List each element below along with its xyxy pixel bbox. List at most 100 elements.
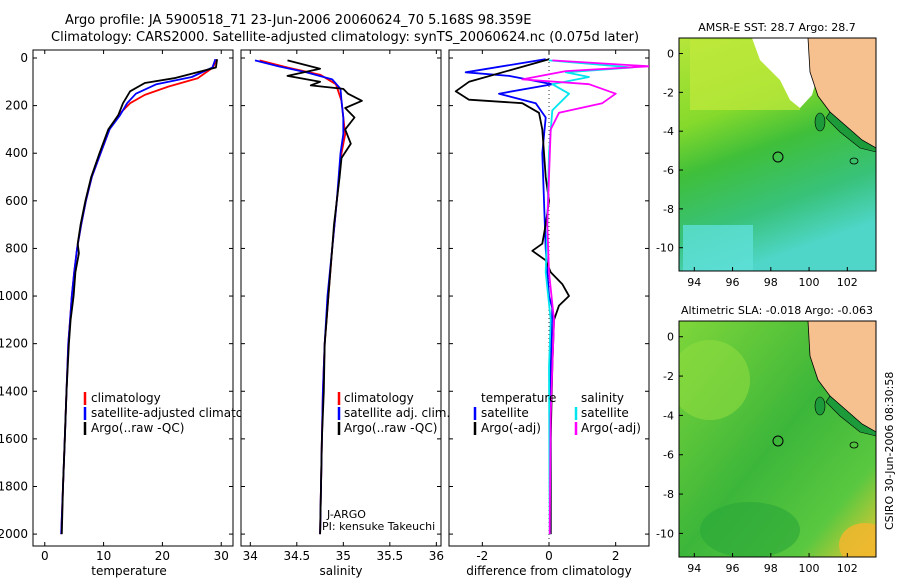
map-x-tick-label: 98 [764, 562, 778, 575]
x-tick-label: 36 [429, 549, 444, 563]
sla-map: Altimetric SLA: -0.018 Argo: -0.063 94 96… [656, 304, 877, 575]
map-x-tick-label: 94 [687, 562, 701, 575]
sla-high-anomaly [679, 340, 750, 420]
temperature-panel: 0 200 400 600 800 1000 1200 1400 1600 1800 2000 0 1… [0, 49, 269, 578]
x-tick-label: 35.5 [376, 549, 403, 563]
map-x-tick-label: 94 [687, 276, 701, 289]
sla-shelf [825, 395, 876, 437]
difference-y-ticks [449, 57, 649, 535]
y-tick-label: 1400 [0, 384, 28, 398]
map-x-tick-label: 102 [837, 562, 858, 575]
legend-label-climatology: climatology [91, 391, 161, 405]
temperature-frame [32, 49, 234, 547]
series-line-argo-raw-qc- [60, 59, 218, 535]
header-line2: Climatology: CARS2000. Satellite-adjuste… [51, 30, 639, 45]
salinity-xlabel: salinity [319, 564, 362, 578]
sst-island [814, 112, 826, 132]
legend-title-salinity: salinity [581, 391, 624, 405]
legend-label-argo: Argo(..raw -QC) [344, 421, 437, 435]
y-tick-label: 2000 [0, 527, 28, 541]
map-y-tick-label: -10 [656, 527, 674, 540]
legend-label-climatology: climatology [344, 391, 414, 405]
map-x-tick-label: 96 [726, 276, 740, 289]
x-tick-label: 30 [214, 549, 229, 563]
x-tick-label: 20 [155, 549, 170, 563]
temperature-lines [60, 58, 218, 535]
map-y-tick-label: -4 [663, 409, 674, 422]
series-line-argo-raw-qc- [286, 59, 363, 535]
y-tick-label: 1800 [0, 479, 28, 493]
sla-island [814, 396, 826, 416]
difference-lines [454, 50, 649, 546]
legend-title-temperature: temperature [481, 391, 556, 405]
sla-low-anomaly [700, 502, 800, 557]
salinity-legend: climatology satellite adj. clim. Argo(..… [337, 391, 450, 435]
x-tick-label: -2 [476, 549, 488, 563]
sla-warm-corner [839, 523, 876, 557]
legend-label-sal-satellite: satellite [581, 406, 629, 420]
map-y-tick-label: -8 [663, 488, 674, 501]
map-y-tick-label: -4 [663, 125, 674, 138]
map-x-tick-label: 102 [837, 276, 858, 289]
x-tick-label: 0 [41, 549, 49, 563]
difference-xlabel: difference from climatology [466, 564, 632, 578]
x-tick-label: 34.5 [283, 549, 310, 563]
legend-label-satellite: satellite-adjusted climatology [91, 406, 269, 420]
series-line-salinity-satellite [544, 59, 634, 535]
legend-label-temp-argo: Argo(-adj) [481, 421, 541, 435]
temperature-y-ticks: 0 200 400 600 800 1000 1200 1400 1600 1800 2000 [0, 51, 233, 541]
sst-float-marker [772, 151, 784, 163]
difference-legend: temperature satellite Argo(-adj) salinit… [473, 391, 641, 435]
x-tick-label: 0 [545, 549, 553, 563]
legend-label-sal-argo: Argo(-adj) [581, 421, 641, 435]
series-line-temperature-argo-adj- [454, 58, 570, 535]
difference-panel: -2 0 2 difference from climatology tempera… [448, 49, 650, 578]
sla-float-marker [772, 435, 784, 447]
x-tick-label: 35 [336, 549, 351, 563]
map-y-tick-label: -8 [663, 203, 674, 216]
legend-label-satellite: satellite adj. clim. [344, 406, 450, 420]
y-tick-label: 0 [20, 51, 28, 65]
sla-map-title: Altimetric SLA: -0.018 Argo: -0.063 [681, 304, 873, 317]
y-tick-label: 1600 [0, 432, 28, 446]
map-y-tick-label: -6 [663, 449, 674, 462]
salinity-annotation-program: J-ARGO [326, 508, 366, 521]
temperature-x-ticks: 0 10 20 30 [41, 50, 229, 563]
y-tick-label: 600 [5, 194, 28, 208]
salinity-lines [254, 59, 363, 535]
salinity-frame [240, 49, 442, 547]
salinity-annotation-pi: PI: kensuke Takeuchi [322, 520, 435, 533]
map-y-tick-label: -2 [663, 370, 674, 383]
series-line-salinity-argo-adj- [521, 59, 649, 535]
legend-label-argo: Argo(..raw -QC) [91, 421, 184, 435]
header-line1: Argo profile: JA 5900518_71 23-Jun-2006 … [65, 13, 531, 28]
map-y-tick-label: -6 [663, 164, 674, 177]
map-x-tick-label: 100 [799, 276, 820, 289]
sst-missing-data [752, 38, 822, 108]
sla-island-small [849, 441, 859, 449]
map-y-tick-label: -10 [656, 242, 674, 255]
sst-map-ticks: 94 96 98 100 102 0 -2 -4 -6 -8 -10 [656, 48, 858, 289]
y-tick-label: 1200 [0, 337, 28, 351]
difference-x-ticks: -2 0 2 [476, 50, 619, 563]
map-y-tick-label: -2 [663, 86, 674, 99]
sst-map-frame [678, 37, 877, 272]
sst-cool-patch [683, 225, 753, 271]
x-tick-label: 2 [612, 549, 620, 563]
sst-shelf [825, 111, 876, 153]
x-tick-label: 10 [96, 549, 111, 563]
temperature-legend: climatology satellite-adjusted climatolo… [83, 391, 269, 435]
y-tick-label: 800 [5, 241, 28, 255]
map-x-tick-label: 98 [764, 276, 778, 289]
salinity-y-ticks [241, 57, 441, 535]
map-y-tick-label: 0 [667, 331, 674, 344]
salinity-panel: 34 34.5 35 35.5 36 salinity climatology sate… [240, 49, 450, 578]
y-tick-label: 400 [5, 146, 28, 160]
sla-map-frame [678, 320, 877, 558]
sst-map-title: AMSR-E SST: 28.7 Argo: 28.7 [698, 21, 856, 34]
side-label: CSIRO 30-Jun-2006 08:30:58 [883, 372, 896, 530]
sst-map: AMSR-E SST: 28.7 Argo: 28.7 94 96 98 100 102… [656, 21, 877, 289]
map-x-tick-label: 100 [799, 562, 820, 575]
map-x-tick-label: 96 [726, 562, 740, 575]
